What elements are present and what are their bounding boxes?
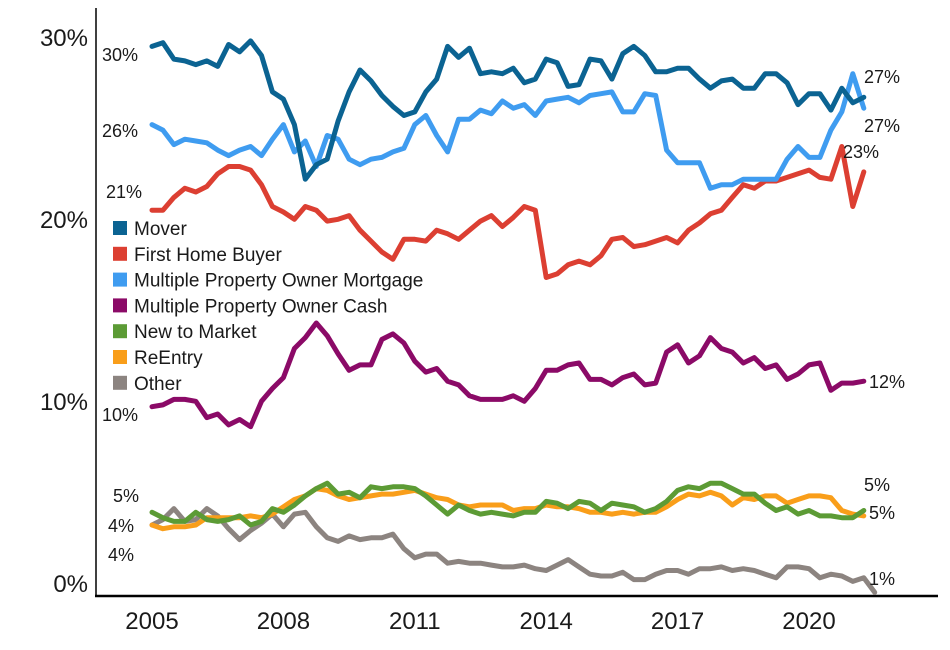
series-line-new-to-market (149, 480, 867, 528)
start-label-multiple-property-owner-cash: 10% (102, 405, 138, 425)
legend-label-reentry: ReEntry (134, 348, 203, 369)
axes (95, 8, 938, 598)
series-end-labels: 30% 27% 21% 23% 26% 27% 10% 12% 5% 5% 4% 5% 4% 1% (102, 45, 905, 589)
series-line-multiple-property-owner-cash (149, 320, 867, 430)
x-tick-label: 2020 (782, 608, 835, 635)
legend-swatch-other (113, 375, 127, 390)
y-tick-label: 0% (53, 571, 88, 598)
end-label-mover: 27% (864, 67, 900, 87)
x-tick-label: 2008 (257, 608, 310, 635)
start-label-mover: 30% (102, 45, 138, 65)
y-tick-labels: 0% 10% 20% 30% (40, 25, 88, 598)
y-tick-label: 20% (40, 207, 88, 234)
series-lines (149, 38, 878, 595)
legend-swatch-reentry (113, 350, 127, 364)
end-label-other: 1% (869, 569, 895, 589)
start-label-multiple-property-owner-mortgage: 26% (102, 121, 138, 141)
x-tick-label: 2017 (651, 608, 704, 635)
legend-swatch-multiple-property-owner-mortgage (113, 272, 127, 287)
legend-swatch-new-to-market (113, 324, 127, 339)
end-label-reentry: 5% (869, 503, 895, 523)
series-line-mover (149, 38, 867, 182)
x-tick-label: 2011 (389, 608, 441, 635)
y-tick-label: 30% (40, 25, 88, 52)
legend-label-multiple-property-owner-mortgage: Multiple Property Owner Mortgage (134, 271, 423, 292)
x-tick-labels: 2005 2008 2011 2014 2017 2020 (125, 608, 835, 635)
legend-swatch-multiple-property-owner-cash (113, 298, 127, 313)
series-line-reentry (149, 486, 867, 532)
start-label-new-to-market: 5% (113, 486, 139, 506)
end-label-multiple-property-owner-mortgage: 27% (864, 116, 900, 136)
legend-label-mover: Mover (134, 219, 187, 240)
end-label-first-home-buyer: 23% (843, 142, 879, 162)
series-line-multiple-property-owner-mortgage (149, 71, 867, 191)
start-label-other: 4% (108, 545, 134, 565)
legend-swatch-first-home-buyer (113, 246, 127, 261)
y-tick-label: 10% (40, 389, 88, 416)
start-label-reentry: 4% (108, 516, 134, 536)
legend: Mover First Home Buyer Multiple Property O… (113, 219, 423, 395)
series-line-first-home-buyer (149, 144, 867, 280)
x-tick-label: 2005 (125, 608, 178, 635)
legend-swatch-mover (113, 221, 127, 235)
x-tick-label: 2014 (520, 608, 573, 635)
legend-label-other: Other (134, 374, 182, 395)
end-label-new-to-market: 5% (864, 475, 890, 495)
legend-label-new-to-market: New to Market (134, 322, 257, 343)
end-label-multiple-property-owner-cash: 12% (869, 372, 905, 392)
legend-label-multiple-property-owner-cash: Multiple Property Owner Cash (134, 296, 387, 317)
start-label-first-home-buyer: 21% (106, 182, 142, 202)
legend-label-first-home-buyer: First Home Buyer (134, 245, 282, 266)
